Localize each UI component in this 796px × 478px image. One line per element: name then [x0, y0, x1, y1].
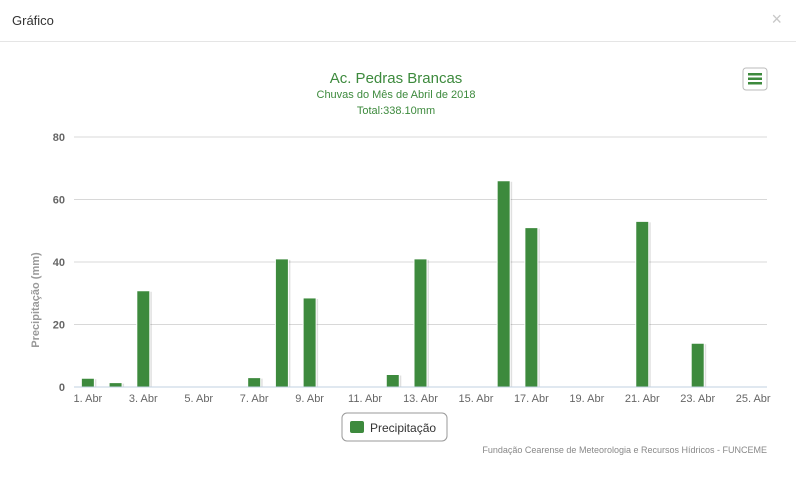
x-tick-label: 7. Abr — [240, 393, 269, 405]
chart-subtitle-1: Chuvas do Mês de Abril de 2018 — [317, 89, 476, 101]
x-tick-label: 9. Abr — [295, 393, 324, 405]
x-axis-ticks: 1. Abr 3. Abr 5. Abr 7. Abr 9. Abr 11. Abr 13.… — [73, 393, 770, 405]
y-tick-label: 20 — [53, 320, 65, 332]
x-tick-label: 11. Abr — [348, 393, 382, 405]
y-tick-label: 80 — [53, 132, 65, 144]
bar[interactable] — [635, 220, 650, 388]
x-tick-label: 5. Abr — [184, 393, 213, 405]
x-tick-label: 15. Abr — [459, 393, 494, 405]
bar[interactable] — [690, 342, 705, 388]
bar[interactable] — [247, 377, 262, 388]
precipitation-chart: Ac. Pedras Brancas Chuvas do Mês de Abri… — [30, 67, 771, 455]
y-tick-label: 0 — [59, 382, 65, 394]
chart-credits[interactable]: Fundação Cearense de Meteorologia e Recu… — [482, 445, 767, 455]
x-tick-label: 1. Abr — [73, 393, 102, 405]
bar[interactable] — [80, 377, 95, 388]
bar[interactable] — [136, 290, 151, 388]
export-menu-button[interactable] — [742, 67, 768, 91]
bar-series — [80, 180, 707, 388]
close-icon[interactable]: × — [771, 9, 782, 29]
bar[interactable] — [413, 258, 428, 388]
x-tick-label: 19. Abr — [569, 393, 604, 405]
bar[interactable] — [274, 258, 289, 388]
bar[interactable] — [524, 227, 539, 388]
legend[interactable]: Precipitação — [341, 412, 448, 442]
modal-header: Gráfico × — [0, 0, 796, 42]
bar[interactable] — [496, 180, 511, 388]
modal-title: Gráfico — [12, 13, 54, 28]
x-tick-label: 21. Abr — [625, 393, 660, 405]
chart-title: Ac. Pedras Brancas — [330, 70, 463, 87]
legend-swatch — [350, 421, 364, 433]
x-tick-label: 13. Abr — [403, 393, 438, 405]
hamburger-menu-icon — [748, 73, 762, 85]
x-tick-label: 17. Abr — [514, 393, 549, 405]
chart-container: Ac. Pedras Brancas Chuvas do Mês de Abri… — [0, 43, 796, 473]
x-tick-label: 23. Abr — [680, 393, 715, 405]
bar[interactable] — [302, 297, 317, 388]
bar[interactable] — [108, 382, 123, 388]
bar[interactable] — [385, 374, 400, 388]
x-tick-label: 25. Abr — [736, 393, 771, 405]
y-tick-label: 40 — [53, 257, 65, 269]
y-axis-label: Precipitação (mm) — [30, 252, 42, 348]
x-tick-label: 3. Abr — [129, 393, 158, 405]
y-tick-label: 60 — [53, 195, 65, 207]
legend-label: Precipitação — [370, 421, 436, 435]
y-axis-ticks: 0 20 40 60 80 — [53, 132, 65, 394]
chart-subtitle-2: Total:338.10mm — [357, 105, 435, 117]
